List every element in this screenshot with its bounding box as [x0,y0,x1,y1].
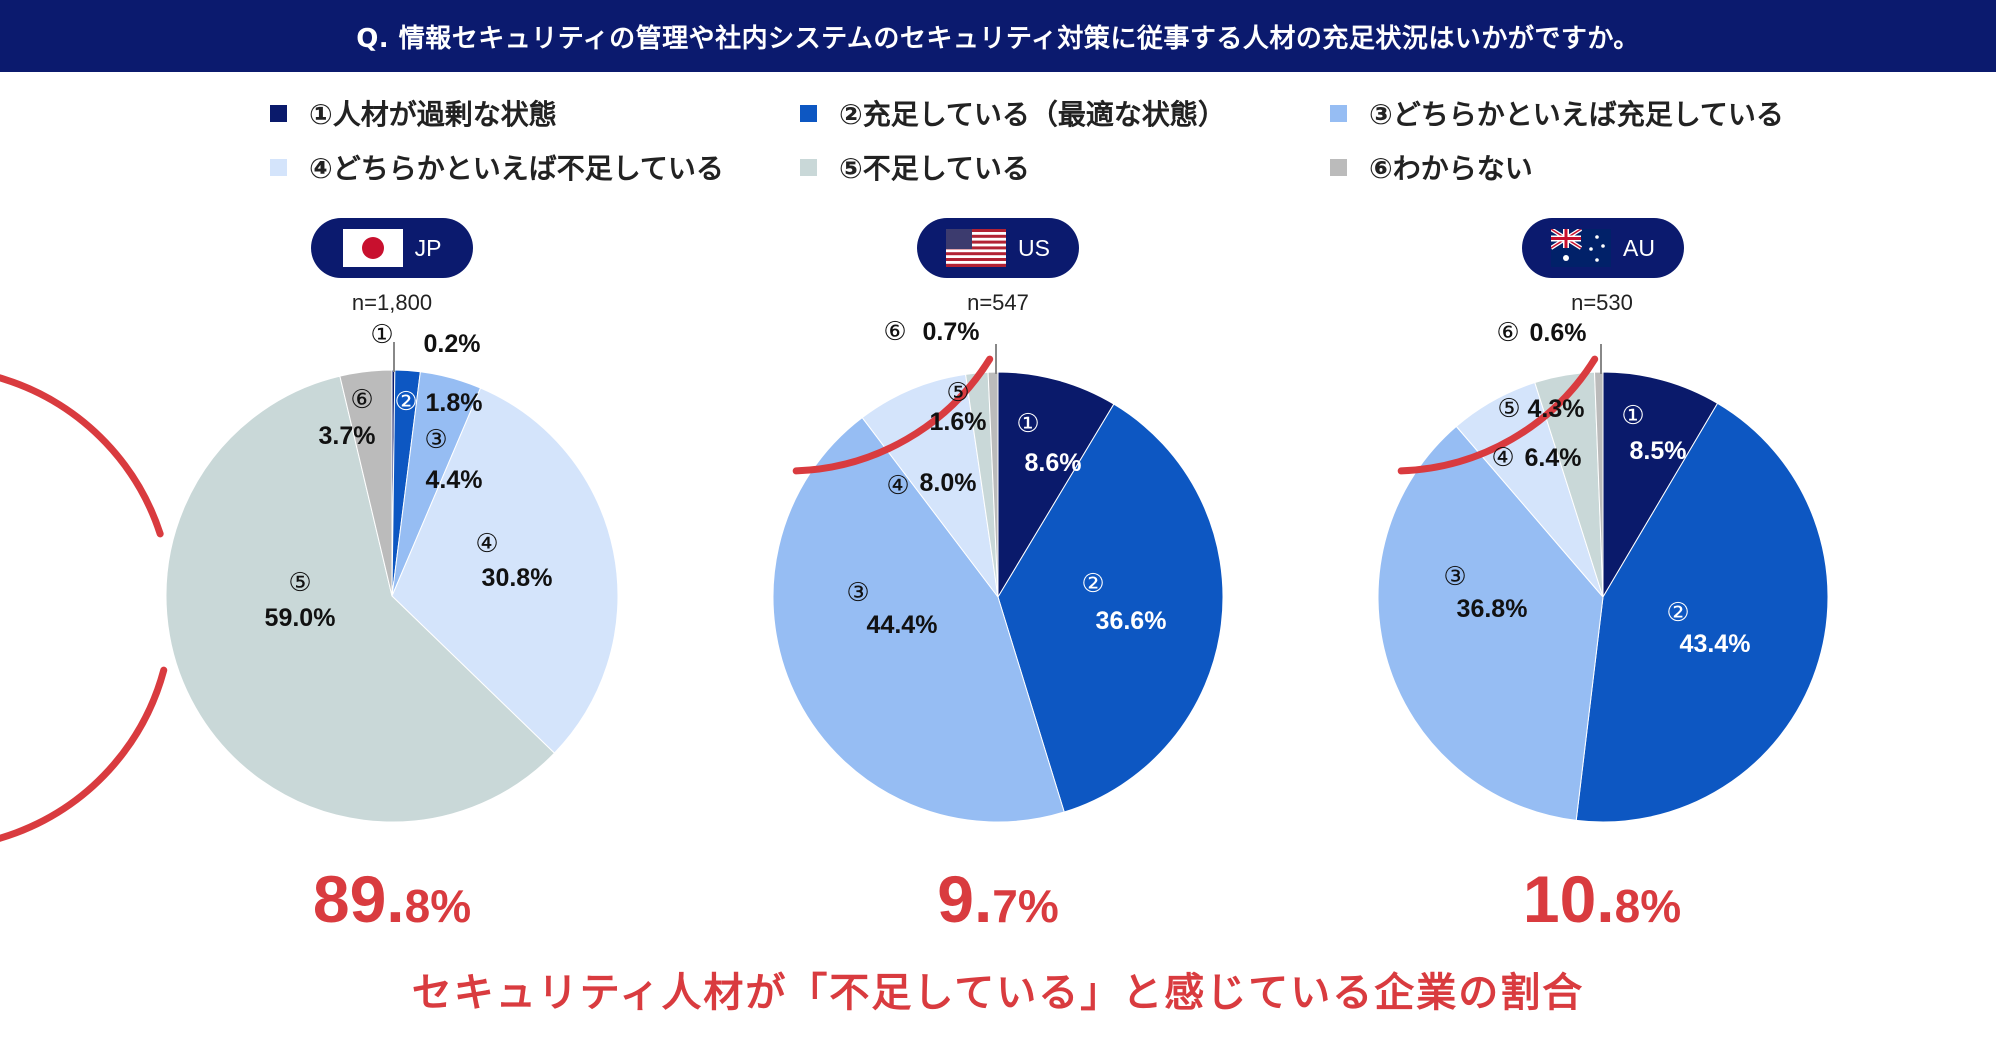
slice-value-us-1: 8.6% [1025,449,1082,477]
usa-flag-icon [946,229,1007,267]
legend-item-4: ④どちらかといえば不足している [270,140,800,194]
slice-category-us-6: ⑥ [883,317,906,347]
slice-category-jp-4: ④ [475,529,498,559]
legend-swatch-4 [270,158,287,176]
question-title: Q. 情報セキュリティの管理や社内システムのセキュリティ対策に従事する人材の充足… [0,0,1996,72]
slice-value-jp-4: 30.8% [482,564,553,592]
slice-category-us-5: ⑤ [946,378,969,408]
slice-value-us-2: 36.6% [1096,607,1167,635]
sample-size-au: n=530 [1571,290,1633,315]
slice-category-au-3: ③ [1443,562,1466,592]
slice-value-jp-3: 4.4% [426,466,483,494]
pie-slice-au-3 [1377,425,1604,821]
country-code-au: AU [1623,234,1655,261]
legend-item-3: ③どちらかといえば充足している [1330,86,1830,140]
slice-value-au-2: 43.4% [1680,630,1751,658]
shortage-pct-jp-int: 89. [312,862,405,936]
slice-value-au-4: 6.4% [1525,444,1582,472]
pie-slice-au-1 [1602,371,1719,599]
slice-category-au-2: ② [1666,598,1689,628]
legend-swatch-3 [1330,104,1347,122]
shortage-arc-us [792,355,994,475]
legend-swatch-5 [800,158,817,176]
slice-value-jp-1: 0.2% [424,330,481,358]
legend-label-4: ④どちらかといえば不足している [309,152,724,185]
slice-value-us-4: 8.0% [920,469,977,497]
slice-category-us-1: ① [1016,409,1039,439]
legend-item-6: ⑥わからない [1330,140,1830,194]
country-code-jp: JP [414,234,442,261]
slice-category-jp-1: ① [370,320,393,350]
legend-item-1: ①人材が過剰な状態 [270,86,800,140]
pie-slice-us-3 [772,416,1065,823]
legend-label-5: ⑤不足している [839,152,1030,185]
shortage-pct-au-dec: 8% [1614,880,1682,932]
country-pill-jp: JP [311,218,473,278]
slice-value-au-6: 0.6% [1530,319,1587,347]
legend-item-5: ⑤不足している [800,140,1330,194]
pie-slice-us-2 [997,403,1224,813]
pie-slice-au-2 [1575,402,1829,823]
sample-size-jp: n=1,800 [351,290,433,315]
pie-slice-us-4 [861,373,999,598]
slice-category-au-6: ⑥ [1496,318,1519,348]
legend-label-1: ①人材が過剰な状態 [309,98,557,131]
legend-item-2: ②充足している（最適な状態） [800,86,1330,140]
shortage-pct-au-int: 10. [1522,862,1615,936]
pie-slice-us-6 [987,371,999,598]
slice-value-jp-6: 3.7% [319,422,376,450]
legend-label-2: ②充足している（最適な状態） [839,98,1226,131]
shortage-pct-jp-dec: 8% [404,880,472,932]
country-pill-us: US [917,218,1079,278]
legend-label-3: ③どちらかといえば充足している [1369,98,1784,131]
pie-slice-au-6 [1594,371,1604,598]
slice-value-us-6: 0.7% [923,318,980,346]
pie-slice-jp-5 [165,375,556,823]
slice-category-jp-6: ⑥ [350,385,373,415]
sample-size-us: n=547 [967,290,1029,315]
footer-caption: セキュリティ人材が「不足している」と感じている企業の割合 [411,970,1585,1016]
slice-value-us-3: 44.4% [867,611,938,639]
slice-category-jp-5: ⑤ [288,568,311,598]
shortage-pct-us-int: 9. [937,862,993,936]
slice-category-au-4: ④ [1491,443,1514,473]
slice-category-jp-3: ③ [424,425,447,455]
pie-slice-jp-6 [339,369,393,597]
shortage-pct-us: 9.7% [848,866,1148,932]
country-pill-au: AU [1522,218,1684,278]
australia-flag-icon [1551,229,1612,267]
slice-value-au-5: 4.3% [1528,395,1585,423]
shortage-pct-us-dec: 7% [992,880,1059,932]
pie-slice-us-1 [997,371,1115,599]
country-code-us: US [1018,234,1050,261]
slice-value-us-5: 1.6% [930,408,987,436]
slice-category-jp-2: ② [394,387,417,417]
slice-value-au-1: 8.5% [1630,437,1687,465]
legend-swatch-2 [800,104,817,122]
japan-flag-icon [342,229,403,267]
legend-label-6: ⑥わからない [1369,152,1533,185]
slice-category-us-2: ② [1081,569,1104,599]
slice-category-us-4: ④ [886,471,909,501]
pie-slice-jp-4 [391,387,619,754]
slice-category-us-3: ③ [846,578,869,608]
legend-swatch-6 [1330,158,1347,176]
shortage-pct-au: 10.8% [1452,866,1752,932]
slice-value-jp-2: 1.8% [426,389,483,417]
slice-value-jp-5: 59.0% [265,604,336,632]
legend: ①人材が過剰な状態 ②充足している（最適な状態） ③どちらかといえば充足している… [270,86,1830,196]
slice-category-au-1: ① [1621,401,1644,431]
shortage-arc-au [1397,355,1599,475]
shortage-arc-jp [0,374,168,842]
shortage-pct-jp: 89.8% [242,866,542,932]
slice-value-au-3: 36.8% [1457,595,1528,623]
slice-category-au-5: ⑤ [1497,394,1520,424]
legend-swatch-1 [270,104,287,122]
